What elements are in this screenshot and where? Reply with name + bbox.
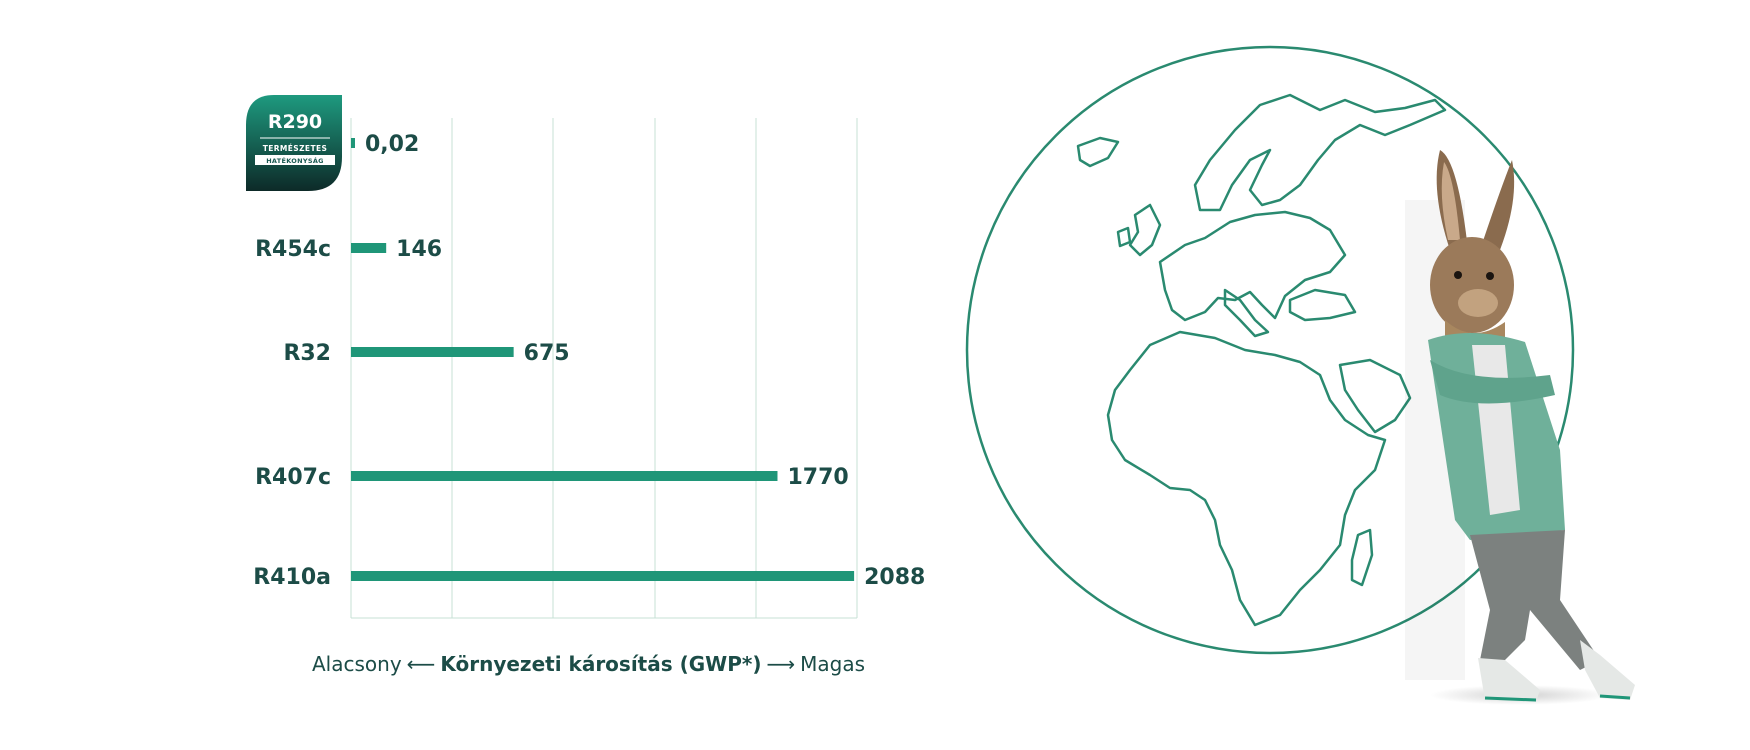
badge-title: R290: [268, 111, 322, 133]
bar-r410a: [351, 571, 855, 581]
axis-high-label: Magas: [800, 652, 866, 676]
continent-arabia: [1338, 358, 1412, 434]
badge-subtitle-2: HATÉKONYSÁG: [266, 156, 324, 165]
mascot-ear-right: [1480, 160, 1515, 255]
globe-illustration: [965, 45, 1575, 655]
mascot-muzzle: [1458, 289, 1498, 317]
axis-arrow-right: ⟶: [766, 652, 796, 676]
mascot-arms: [1430, 360, 1555, 404]
continent-scandinavia: [1193, 93, 1447, 212]
value-label-r32: 675: [524, 341, 570, 366]
mascot-ear-inner-left: [1441, 162, 1460, 240]
badge-leaf-shape: [246, 95, 342, 191]
x-axis-title: Környezeti károsítás (GWP*): [440, 652, 762, 676]
continent-italy: [1223, 288, 1270, 338]
value-label-r407c: 1770: [787, 465, 848, 490]
axis-arrow-left: ⟵: [406, 652, 436, 676]
continent-britain: [1128, 203, 1162, 257]
category-label-r407c: R407c: [255, 465, 331, 490]
continent-europe: [1158, 210, 1347, 322]
continent-madagascar: [1350, 528, 1374, 587]
continent-anatolia: [1288, 288, 1357, 322]
rabbit-mascot: [1405, 150, 1635, 705]
mascot-shoe-right: [1580, 640, 1635, 700]
mascot-eye-right: [1486, 272, 1494, 280]
category-labels: R454c R32 R407c R410a: [253, 237, 331, 590]
x-axis-caption: Alacsony ⟵ Környezeti károsítás (GWP*) ⟶…: [312, 652, 865, 676]
category-label-r32: R32: [283, 341, 331, 366]
mascot-shoe-sole-left: [1484, 696, 1537, 702]
badge-subtitle-2-bg: [255, 155, 335, 165]
bar-r290: [351, 138, 355, 148]
mascot-pants: [1470, 530, 1600, 670]
chart-bars: [351, 138, 855, 581]
continent-ireland: [1116, 226, 1132, 248]
bar-r454c: [351, 243, 387, 253]
bar-r407c: [351, 471, 778, 481]
value-label-r290: 0,02: [365, 132, 419, 157]
value-label-r410a: 2088: [864, 565, 925, 590]
chart-grid: [350, 118, 858, 619]
r290-badge: R290 TERMÉSZETES HATÉKONYSÁG: [246, 95, 342, 191]
badge-subtitle-1: TERMÉSZETES: [263, 144, 328, 153]
globe-circle: [965, 45, 1575, 655]
value-labels: 0,02 146 675 1770 2088: [365, 132, 925, 590]
bar-r32: [351, 347, 514, 357]
continent-iceland: [1076, 136, 1120, 168]
mascot-eye-left: [1454, 271, 1462, 279]
axis-low-label: Alacsony: [312, 652, 402, 676]
continent-africa: [1106, 330, 1387, 627]
category-label-r410a: R410a: [253, 565, 331, 590]
mascot-shoe-left: [1478, 658, 1540, 702]
value-label-r454c: 146: [396, 237, 442, 262]
mascot-head: [1430, 237, 1514, 333]
mascot-shoe-sole-right: [1599, 694, 1631, 700]
category-label-r454c: R454c: [255, 237, 331, 262]
